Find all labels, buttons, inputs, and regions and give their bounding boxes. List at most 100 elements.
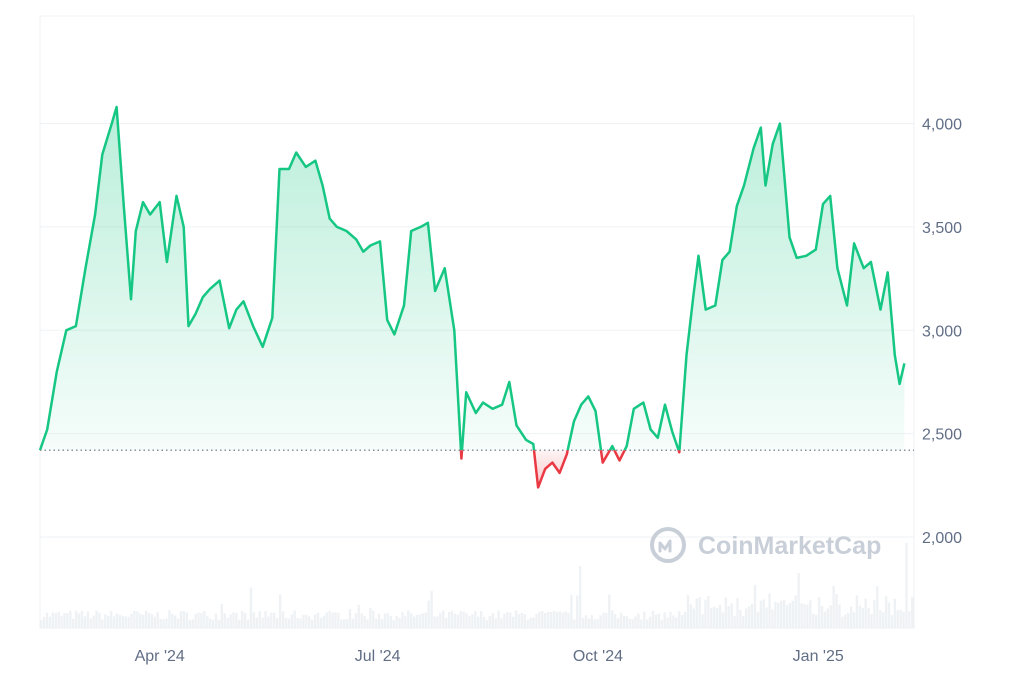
volume-bar [817, 597, 821, 628]
volume-bar [657, 613, 661, 628]
volume-bar [517, 614, 521, 628]
data-point [649, 428, 653, 432]
volume-bar [634, 616, 637, 628]
data-point [335, 225, 339, 229]
volume-bar [596, 619, 599, 628]
data-point [507, 380, 511, 384]
data-point [618, 459, 622, 463]
data-point [361, 250, 365, 254]
volume-bar [558, 611, 561, 628]
volume-bar [695, 598, 698, 628]
volume-bar [380, 619, 384, 628]
volume-bar [331, 612, 334, 628]
volume-bar [497, 610, 500, 628]
volume-bar [232, 612, 235, 628]
volume-bar [777, 602, 780, 628]
volume-bar [602, 612, 605, 628]
volume-bar [788, 603, 792, 628]
data-point [670, 430, 674, 434]
volume-bar [415, 615, 419, 628]
volume-bar [372, 610, 375, 628]
volume-bar [608, 594, 611, 628]
data-point [641, 401, 645, 405]
volume-bar [159, 618, 162, 628]
volume-bar [98, 612, 101, 628]
volume-bar [42, 617, 46, 628]
volume-bar [147, 612, 151, 628]
volume-bar [139, 613, 142, 628]
volume-bar [645, 619, 649, 628]
volume-bar [141, 614, 145, 628]
volume-bar [442, 610, 445, 628]
volume-bar [389, 615, 393, 628]
volume-bar [616, 618, 620, 628]
volume-bar [482, 616, 486, 628]
volume-bar [278, 594, 282, 628]
volume-bar [261, 617, 264, 628]
volume-bar [130, 613, 133, 628]
volume-bar [401, 612, 404, 628]
volume-bar [779, 600, 783, 628]
volume-bar [377, 613, 381, 628]
data-point [115, 105, 119, 109]
volume-bar [453, 613, 457, 628]
volume-bar [611, 610, 614, 628]
volume-bar [273, 612, 276, 628]
volume-bar [768, 593, 771, 628]
volume-bar [896, 610, 899, 628]
data-point [354, 237, 358, 241]
data-point [845, 304, 849, 308]
data-point [531, 442, 535, 446]
data-point [294, 151, 298, 155]
volume-bar [899, 610, 902, 628]
volume-bar [864, 598, 867, 628]
data-point [601, 461, 605, 465]
volume-bar [771, 609, 774, 628]
volume-bar [80, 610, 84, 628]
volume-bar [494, 618, 497, 628]
volume-bar [829, 605, 832, 628]
data-point [278, 167, 282, 171]
data-point [45, 428, 49, 432]
y-tick-label: 2,000 [922, 530, 962, 547]
volume-bar [57, 611, 60, 628]
volume-bar [593, 619, 596, 628]
data-point [515, 423, 519, 427]
volume-bar [532, 617, 535, 628]
volume-bar [526, 619, 529, 628]
y-tick-label: 4,000 [922, 117, 962, 134]
data-point [261, 345, 265, 349]
volume-bar [238, 619, 241, 628]
volume-bar [832, 586, 835, 628]
volume-bar [884, 596, 888, 628]
volume-bar [342, 619, 346, 628]
volume-bar [666, 617, 669, 628]
volume-bar [456, 614, 460, 628]
volume-bar [104, 614, 107, 628]
volume-bar [107, 615, 110, 628]
volume-bar [174, 615, 177, 628]
volume-bar [794, 595, 797, 628]
volume-bar [308, 616, 311, 628]
volume-bar [386, 613, 390, 628]
price-line-above-baseline [38, 105, 906, 451]
volume-bar [197, 612, 200, 628]
volume-bar [631, 619, 634, 628]
data-point [158, 200, 162, 204]
volume-bar [552, 610, 556, 628]
coinmarketcap-logo-icon [650, 527, 686, 563]
data-point [328, 217, 332, 221]
data-point [392, 332, 396, 336]
volume-bar [86, 611, 90, 628]
volume-bar [229, 614, 232, 628]
volume-bar [293, 610, 296, 628]
volume-bar [628, 618, 631, 628]
data-point [443, 266, 447, 270]
volume-bar [366, 619, 369, 628]
volume-bar [791, 600, 795, 628]
data-point [735, 204, 739, 208]
volume-bar [313, 614, 317, 628]
data-point [378, 239, 382, 243]
data-point [194, 312, 198, 316]
volume-bar [255, 617, 258, 628]
